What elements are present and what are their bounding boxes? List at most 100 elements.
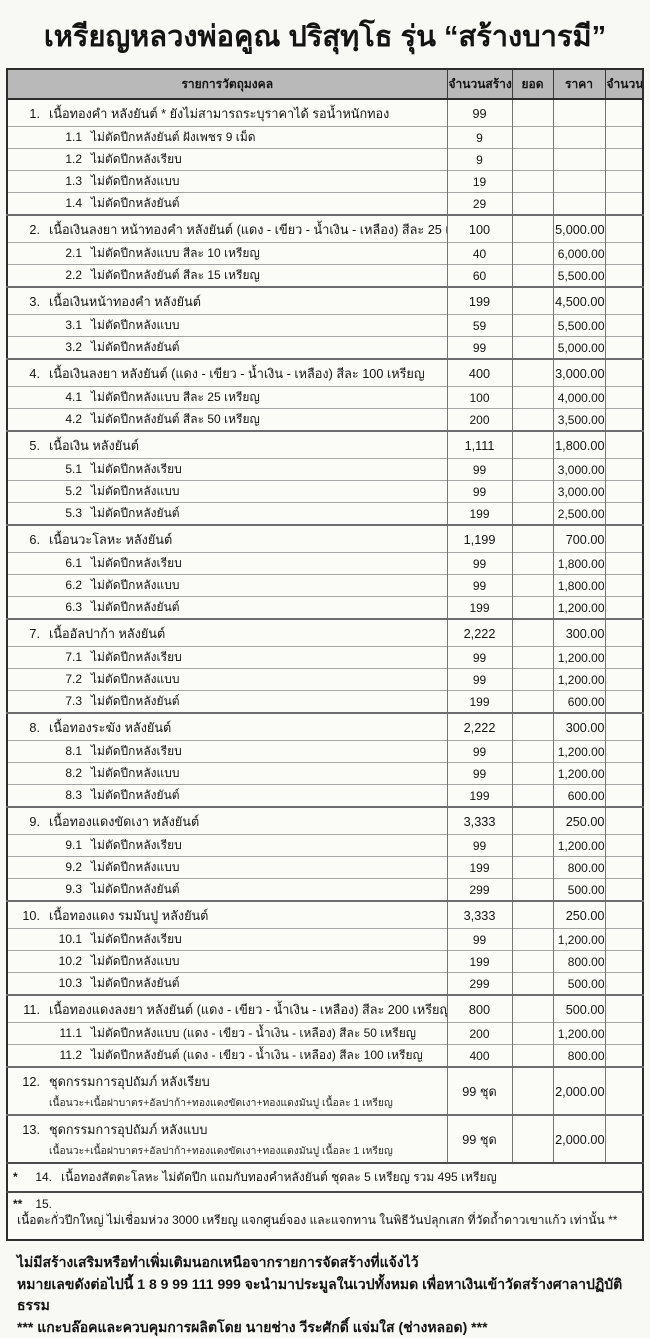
- item-label: ไม่ตัดปีกหลังแบบ: [91, 670, 180, 689]
- total-cell: [512, 901, 553, 929]
- item-label: เนื้อทองแดงลงยา หลังยันต์ (แดง - เขียว -…: [49, 999, 447, 1020]
- total-cell: [512, 951, 553, 973]
- item-number: 7.3: [52, 694, 82, 708]
- footnote-label: เนื้อตะกั่วปีกใหญ่ ไม่เชื่อมห่วง 3000 เห…: [17, 1213, 617, 1227]
- amount-cell: [605, 359, 643, 387]
- item-number: 11.2: [52, 1048, 82, 1062]
- item-label: ไม่ตัดปีกหลังยันต์: [91, 598, 180, 617]
- item-note: เนื้อนวะ+เนื้อฝาบาตร+อัลปาก้า+ทองแดงขัดเ…: [49, 1094, 447, 1111]
- quantity-made-cell: 199: [447, 951, 512, 973]
- column-header-total: ยอด: [512, 69, 553, 99]
- amount-cell: [605, 575, 643, 597]
- total-cell: [512, 929, 553, 951]
- total-cell: [512, 691, 553, 714]
- price-cell: 600.00: [553, 785, 605, 808]
- item-label: ไม่ตัดปีกหลังยันต์: [91, 786, 180, 805]
- quantity-made-cell: 99: [447, 741, 512, 763]
- quantity-made-cell: 99: [447, 763, 512, 785]
- item-label: ไม่ตัดปีกหลังแบบ: [91, 576, 180, 595]
- total-cell: [512, 1115, 553, 1163]
- item-number: 11.1: [52, 1026, 82, 1040]
- item-label: ไม่ตัดปีกหลังแบบ: [91, 172, 180, 191]
- item-number: 11.: [16, 1003, 40, 1017]
- quantity-made-cell: 2,222: [447, 713, 512, 741]
- price-cell: 1,200.00: [553, 835, 605, 857]
- price-cell: [553, 149, 605, 171]
- item-label: เนื้อเงินหน้าทองคำ หลังยันต์: [49, 291, 201, 312]
- amount-cell: [605, 1045, 643, 1068]
- price-cell: 2,000.00: [553, 1115, 605, 1163]
- footnote-mark: **: [13, 1197, 28, 1211]
- price-cell: 1,800.00: [553, 553, 605, 575]
- item-number: 6.2: [52, 578, 82, 592]
- price-cell: 3,000.00: [553, 459, 605, 481]
- item-line: 10.เนื้อทองแดง รมมันปู หลังยันต์: [8, 905, 447, 926]
- item-label: ไม่ตัดปีกหลังแบบ: [91, 952, 180, 971]
- quantity-made-cell: 1,199: [447, 525, 512, 553]
- quantity-made-cell: 200: [447, 1023, 512, 1045]
- item-label: ไม่ตัดปีกหลังเรียบ: [91, 836, 182, 855]
- amount-cell: [605, 315, 643, 337]
- footnote-label: เนื้อทองสัตตะโลหะ ไม่ตัดปีก แถมกับทองคำห…: [61, 1170, 497, 1184]
- amount-cell: [605, 459, 643, 481]
- item-number: 6.1: [52, 556, 82, 570]
- quantity-made-cell: 400: [447, 359, 512, 387]
- item-label: ไม่ตัดปีกหลังยันต์: [91, 338, 180, 357]
- total-cell: [512, 459, 553, 481]
- document: { "page": { "title": "เหรียญหลวงพ่อคูณ ป…: [0, 0, 650, 1153]
- item-line: 12.ชุดกรรมการอุปถัมภ์ หลังเรียบ: [8, 1071, 447, 1092]
- item-line: 2.เนื้อเงินลงยา หน้าทองคำ หลังยันต์ (แดง…: [8, 219, 447, 240]
- item-label: เนื้อนวะโลหะ หลังยันต์: [49, 529, 172, 550]
- item-cell: 11. เนื้อทองแดงลงยา หลังยันต์ (แดง - เขีย…: [7, 995, 447, 1023]
- column-header-price: ราคา: [553, 69, 605, 99]
- quantity-made-cell: 60: [447, 265, 512, 288]
- item-number: 9.2: [52, 860, 82, 874]
- price-cell: 2,000.00: [553, 1067, 605, 1115]
- price-cell: 4,000.00: [553, 387, 605, 409]
- price-cell: 1,200.00: [553, 647, 605, 669]
- quantity-made-cell: 99: [447, 459, 512, 481]
- quantity-made-cell: 800: [447, 995, 512, 1023]
- amount-cell: [605, 807, 643, 835]
- item-label: ไม่ตัดปีกหลังเรียบ: [91, 742, 182, 761]
- amount-cell: [605, 337, 643, 360]
- price-cell: [553, 99, 605, 127]
- item-number: 6.3: [52, 600, 82, 614]
- item-label: เนื้ออัลปาก้า หลังยันต์: [49, 623, 165, 644]
- amount-cell: [605, 503, 643, 526]
- item-cell: 7.เนื้ออัลปาก้า หลังยันต์: [7, 619, 447, 647]
- total-cell: [512, 1023, 553, 1045]
- item-label: ไม่ตัดปีกหลังแบบ: [91, 764, 180, 783]
- total-cell: [512, 763, 553, 785]
- item-number: 6.: [16, 533, 40, 547]
- quantity-made-cell: 99: [447, 553, 512, 575]
- total-cell: [512, 99, 553, 127]
- item-line: 6.2 ไม่ตัดปีกหลังแบบ: [8, 576, 447, 595]
- item-line: 7.เนื้ออัลปาก้า หลังยันต์: [8, 623, 447, 644]
- amount-cell: [605, 127, 643, 149]
- total-cell: [512, 409, 553, 432]
- item-label: เนื้อทองแดง รมมันปู หลังยันต์: [49, 905, 208, 926]
- amount-cell: [605, 857, 643, 879]
- amount-cell: [605, 171, 643, 193]
